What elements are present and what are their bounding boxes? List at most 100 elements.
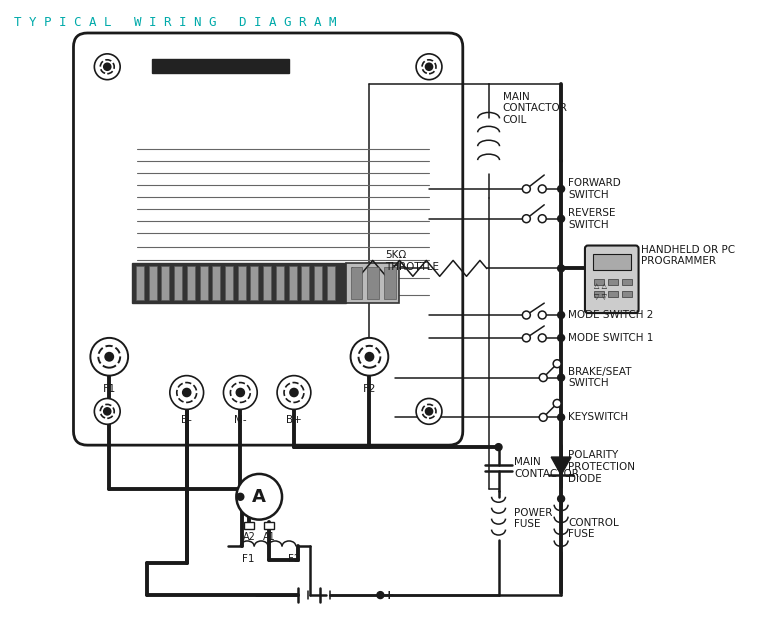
Circle shape — [183, 388, 191, 397]
Bar — [622, 279, 631, 285]
Text: HANDHELD OR PC
PROGRAMMER: HANDHELD OR PC PROGRAMMER — [641, 244, 735, 266]
Circle shape — [522, 311, 531, 319]
Circle shape — [553, 360, 561, 368]
Circle shape — [522, 334, 531, 342]
Circle shape — [94, 399, 121, 424]
Polygon shape — [551, 457, 571, 475]
Circle shape — [224, 376, 257, 410]
Bar — [238, 267, 246, 300]
Circle shape — [230, 383, 250, 403]
Text: F2: F2 — [288, 554, 300, 564]
Circle shape — [170, 376, 204, 410]
Circle shape — [558, 215, 565, 222]
Circle shape — [558, 185, 565, 192]
Circle shape — [553, 399, 561, 408]
Text: POWER
FUSE: POWER FUSE — [515, 508, 553, 529]
Bar — [384, 267, 396, 299]
Bar — [594, 279, 604, 285]
Circle shape — [558, 495, 565, 503]
Text: B+: B+ — [286, 415, 302, 426]
Bar — [276, 267, 283, 300]
Text: MODE SWITCH 1: MODE SWITCH 1 — [568, 333, 653, 343]
Circle shape — [284, 383, 304, 403]
Circle shape — [90, 338, 128, 376]
Circle shape — [538, 311, 547, 319]
Bar — [212, 267, 221, 300]
Text: F1: F1 — [242, 554, 255, 564]
Text: BRAKE/SEAT
SWITCH: BRAKE/SEAT SWITCH — [568, 367, 631, 388]
Circle shape — [290, 388, 298, 397]
Text: A2: A2 — [243, 531, 255, 542]
Bar — [250, 267, 258, 300]
Bar — [368, 267, 379, 299]
Circle shape — [558, 374, 565, 381]
Circle shape — [539, 413, 547, 421]
Text: F2: F2 — [362, 383, 376, 394]
Bar — [149, 267, 157, 300]
Circle shape — [558, 335, 565, 342]
Bar — [244, 522, 254, 529]
Circle shape — [495, 444, 502, 451]
Text: 5KΩ
THROTTLE: 5KΩ THROTTLE — [385, 251, 440, 272]
Circle shape — [538, 334, 547, 342]
Bar — [136, 267, 144, 300]
Circle shape — [100, 404, 114, 419]
Circle shape — [236, 474, 282, 520]
Circle shape — [177, 383, 196, 403]
Text: CONTROL
FUSE: CONTROL FUSE — [568, 518, 619, 539]
Text: M-: M- — [234, 415, 246, 426]
Circle shape — [377, 592, 384, 599]
Circle shape — [425, 408, 433, 415]
Bar — [225, 267, 233, 300]
Bar — [187, 267, 195, 300]
Circle shape — [416, 399, 442, 424]
Bar — [608, 291, 618, 297]
Text: +: + — [384, 588, 394, 602]
Text: FORWARD
SWITCH: FORWARD SWITCH — [568, 178, 621, 200]
Circle shape — [104, 408, 111, 415]
Bar — [289, 267, 296, 300]
Bar — [327, 267, 335, 300]
Circle shape — [522, 215, 531, 222]
Bar — [152, 59, 289, 72]
Circle shape — [236, 388, 244, 397]
Bar — [132, 263, 346, 303]
Text: A: A — [252, 488, 266, 506]
Bar — [263, 267, 271, 300]
Circle shape — [558, 414, 565, 420]
Circle shape — [538, 215, 547, 222]
Bar — [314, 267, 322, 300]
Text: MODE SWITCH 2: MODE SWITCH 2 — [568, 310, 653, 320]
Circle shape — [359, 346, 381, 368]
Bar — [350, 267, 362, 299]
Circle shape — [539, 374, 547, 381]
Text: A1: A1 — [263, 531, 275, 542]
Circle shape — [277, 376, 311, 410]
Bar — [161, 267, 170, 300]
Bar — [594, 291, 604, 297]
Bar — [593, 254, 631, 271]
Circle shape — [236, 494, 244, 500]
Circle shape — [558, 265, 565, 272]
Text: POLARITY
PROTECTION
DIODE: POLARITY PROTECTION DIODE — [568, 451, 635, 483]
Bar — [302, 267, 309, 300]
Text: T Y P I C A L   W I R I N G   D I A G R A M: T Y P I C A L W I R I N G D I A G R A M — [14, 15, 337, 29]
Text: F1: F1 — [102, 383, 116, 394]
Circle shape — [558, 312, 565, 319]
Bar — [199, 267, 208, 300]
Circle shape — [105, 353, 113, 361]
FancyBboxPatch shape — [585, 246, 638, 313]
Text: KEYSWITCH: KEYSWITCH — [568, 412, 628, 422]
Bar — [608, 279, 618, 285]
Circle shape — [422, 60, 436, 74]
Bar — [174, 267, 182, 300]
Text: B-: B- — [181, 415, 192, 426]
Circle shape — [350, 338, 388, 376]
Circle shape — [416, 54, 442, 79]
Circle shape — [522, 185, 531, 193]
Circle shape — [104, 63, 111, 71]
Text: MAIN
CONTACTOR: MAIN CONTACTOR — [515, 457, 579, 479]
Bar — [265, 522, 274, 529]
Bar — [346, 263, 399, 303]
Circle shape — [100, 60, 114, 74]
